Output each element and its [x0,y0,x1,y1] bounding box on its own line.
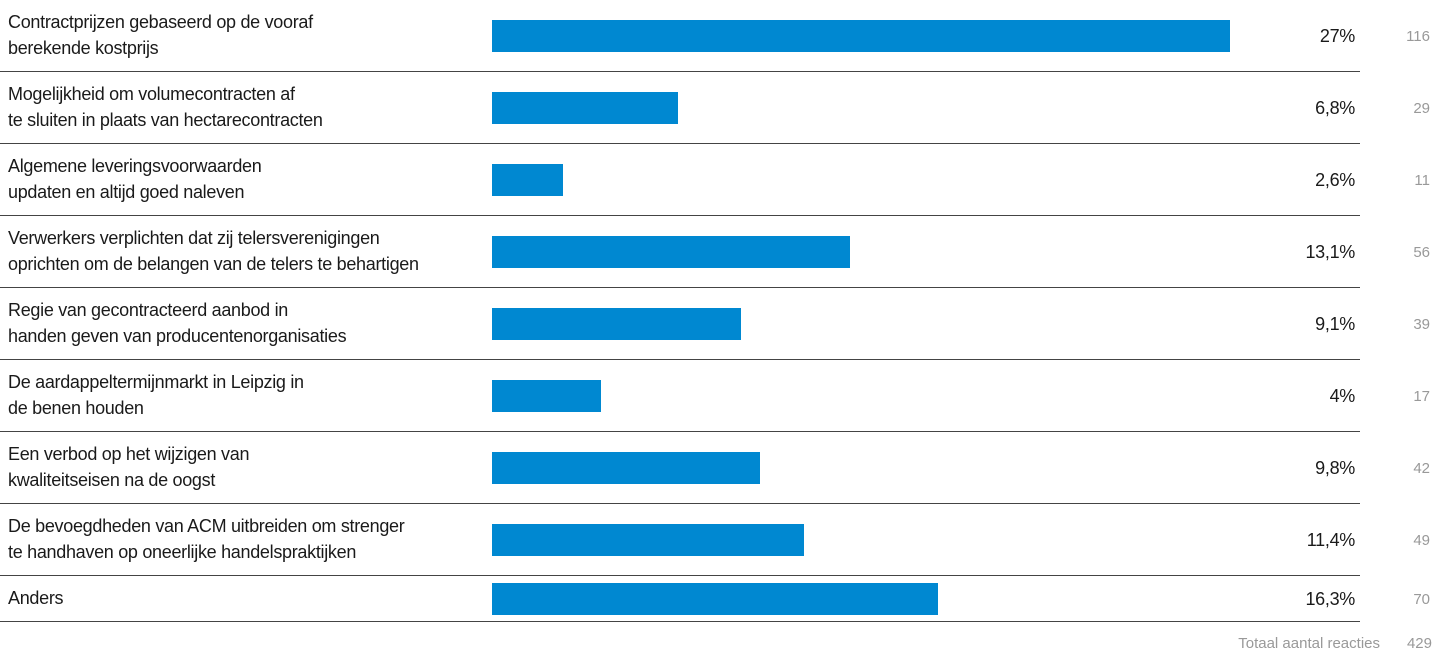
count-label: 70 [1413,590,1430,608]
value-label: 16,3% [1305,588,1355,609]
count-label: 42 [1413,459,1430,477]
bar-area [492,380,1230,412]
value-label: 9,8% [1315,457,1355,478]
bar-area [492,583,1230,615]
value-label: 2,6% [1315,169,1355,190]
category-label: Een verbod op het wijzigen van kwaliteit… [8,444,250,490]
bar-area [492,524,1230,556]
bar [492,308,741,340]
category-label: De aardappeltermijnmarkt in Leipzig in d… [8,372,304,418]
category-label: Regie van gecontracteerd aanbod in hande… [8,300,347,346]
bar-area [492,236,1230,268]
value-label: 13,1% [1305,241,1355,262]
total-value: 429 [1406,634,1432,652]
total-row: Totaal aantal reacties 429 [0,622,1432,664]
bar [492,20,1230,52]
row: Anders 16,3% 70 [0,576,1432,622]
row: De aardappeltermijnmarkt in Leipzig in d… [0,360,1432,432]
value-label: 9,1% [1315,313,1355,334]
row: Een verbod op het wijzigen van kwaliteit… [0,432,1432,504]
bar [492,380,602,412]
count-label: 29 [1413,99,1430,117]
value-label: 4% [1329,385,1356,406]
category-label: Contractprijzen gebaseerd op de vooraf b… [8,12,313,58]
bar [492,92,678,124]
bar-area [492,164,1230,196]
bar [492,583,938,615]
bar-area [492,452,1230,484]
row: Mogelijkheid om volumecontracten af te s… [0,72,1432,144]
bar-area [492,20,1230,52]
category-label: De bevoegdheden van ACM uitbreiden om st… [8,516,405,562]
row: Regie van gecontracteerd aanbod in hande… [0,288,1432,360]
bar [492,164,564,196]
row: Verwerkers verplichten dat zij telersver… [0,216,1432,288]
rows: Contractprijzen gebaseerd op de vooraf b… [0,0,1432,622]
count-label: 49 [1413,531,1430,549]
row: Contractprijzen gebaseerd op de vooraf b… [0,0,1432,72]
bar-area [492,308,1230,340]
count-label: 11 [1414,171,1430,189]
value-label: 27% [1319,25,1355,46]
bar [492,524,804,556]
count-label: 17 [1413,387,1430,405]
total-label: Totaal aantal reacties [1238,634,1380,652]
count-label: 39 [1413,315,1430,333]
bar [492,452,760,484]
row: De bevoegdheden van ACM uitbreiden om st… [0,504,1432,576]
category-label: Algemene leveringsvoorwaarden updaten en… [8,156,262,202]
count-label: 116 [1406,27,1430,45]
row: Algemene leveringsvoorwaarden updaten en… [0,144,1432,216]
category-label: Mogelijkheid om volumecontracten af te s… [8,84,323,130]
category-label: Verwerkers verplichten dat zij telersver… [8,228,419,274]
value-label: 11,4% [1306,529,1356,550]
bar-area [492,92,1230,124]
bar [492,236,851,268]
category-label: Anders [8,588,64,608]
value-label: 6,8% [1315,97,1355,118]
count-label: 56 [1413,243,1430,261]
